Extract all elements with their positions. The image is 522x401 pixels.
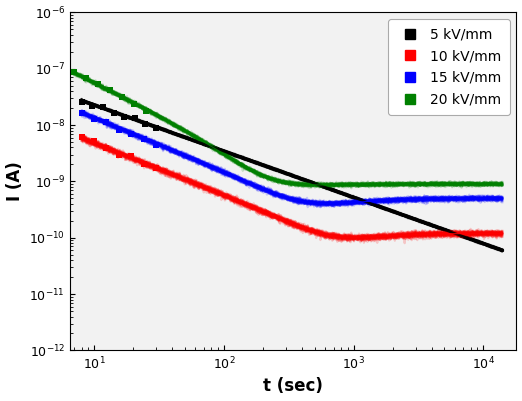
- Point: [88, 102, 97, 109]
- Point: [102, 119, 111, 126]
- Point: [139, 136, 148, 142]
- Point: [115, 126, 123, 133]
- Point: [115, 152, 123, 158]
- Point: [109, 110, 117, 117]
- Point: [127, 131, 135, 137]
- Point: [102, 145, 111, 151]
- Point: [152, 165, 160, 172]
- Point: [141, 121, 150, 127]
- Point: [82, 75, 90, 81]
- Point: [139, 160, 148, 167]
- Point: [77, 109, 86, 116]
- Point: [117, 93, 126, 100]
- Point: [94, 80, 102, 87]
- Point: [90, 138, 98, 144]
- Point: [130, 115, 139, 121]
- Y-axis label: I (A): I (A): [6, 162, 23, 201]
- Point: [99, 104, 107, 110]
- Legend: 5 kV/mm, 10 kV/mm, 15 kV/mm, 20 kV/mm: 5 kV/mm, 10 kV/mm, 15 kV/mm, 20 kV/mm: [388, 19, 509, 115]
- Point: [77, 98, 86, 105]
- Point: [152, 142, 160, 148]
- Point: [120, 113, 128, 120]
- Point: [127, 153, 135, 160]
- Point: [141, 107, 150, 114]
- Point: [70, 69, 78, 75]
- Point: [152, 124, 160, 131]
- Point: [129, 101, 138, 107]
- X-axis label: t (sec): t (sec): [263, 377, 323, 395]
- Point: [90, 115, 98, 122]
- Point: [77, 134, 86, 140]
- Point: [106, 87, 114, 94]
